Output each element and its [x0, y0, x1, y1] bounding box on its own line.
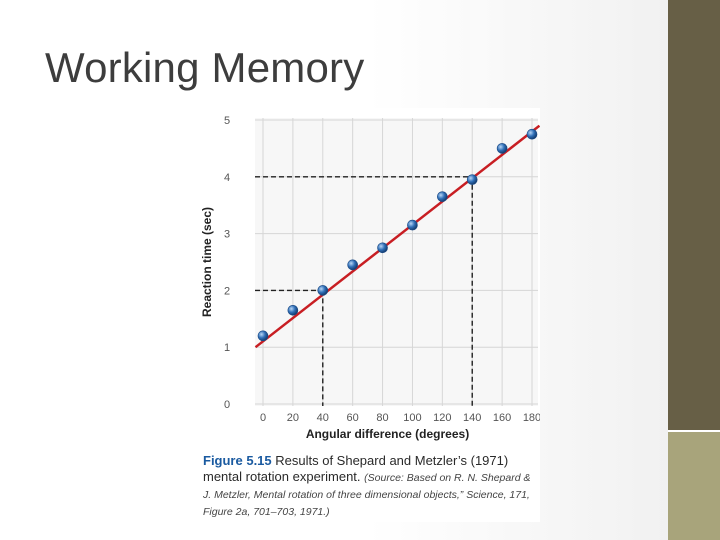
data-point — [496, 143, 508, 154]
x-tick-label: 0 — [260, 412, 266, 424]
x-tick-label: 40 — [317, 412, 329, 424]
side-accent-divider — [668, 430, 720, 433]
y-tick-label: 1 — [224, 342, 230, 354]
y-tick-label: 3 — [224, 229, 230, 241]
figure-source: (Source: Based on R. N. Shepard & J. Met… — [203, 472, 531, 518]
x-tick-label: 60 — [347, 412, 359, 424]
y-tick-label: 0 — [224, 399, 230, 411]
figure-caption: Figure 5.15 Results of Shepard and Metzl… — [203, 453, 533, 520]
x-tick-label: 160 — [493, 412, 511, 424]
slide-title: Working Memory — [45, 44, 365, 91]
data-point — [526, 128, 538, 140]
fit-line — [254, 124, 540, 349]
x-tick-label: 120 — [433, 412, 451, 424]
x-axis-label: Angular difference (degrees) — [306, 427, 469, 441]
plot-area — [255, 118, 538, 406]
x-tick-label: 100 — [403, 412, 421, 424]
y-tick-label: 4 — [224, 172, 230, 184]
data-point — [407, 219, 418, 231]
side-accent-bar-light — [668, 432, 720, 540]
figure-title: Results of Shepard and Metzler’s (1971) … — [203, 453, 509, 484]
figure-number: Figure 5.15 — [203, 453, 272, 468]
data-point — [317, 285, 329, 296]
x-tick-label: 180 — [523, 412, 540, 424]
x-tick-label: 140 — [463, 412, 481, 424]
figure: 0 20 40 60 80 100 120 140 160 180 0 1 2 3 4 5 Angular di… — [183, 108, 540, 522]
x-tick-label: 80 — [376, 412, 388, 424]
y-axis-label: Reaction time (sec) — [200, 207, 214, 317]
data-point — [257, 330, 269, 342]
x-tick-label: 20 — [287, 412, 299, 424]
data-point — [287, 304, 299, 316]
data-point — [437, 191, 448, 202]
y-tick-label: 5 — [224, 115, 230, 127]
side-accent-bar-dark — [668, 0, 720, 432]
y-tick-label: 2 — [224, 285, 230, 297]
reaction-time-chart: 0 20 40 60 80 100 120 140 160 180 0 1 2 3 4 5 Angular di… — [200, 115, 540, 441]
data-point — [347, 259, 358, 271]
data-point — [466, 174, 478, 185]
data-point — [377, 242, 388, 254]
